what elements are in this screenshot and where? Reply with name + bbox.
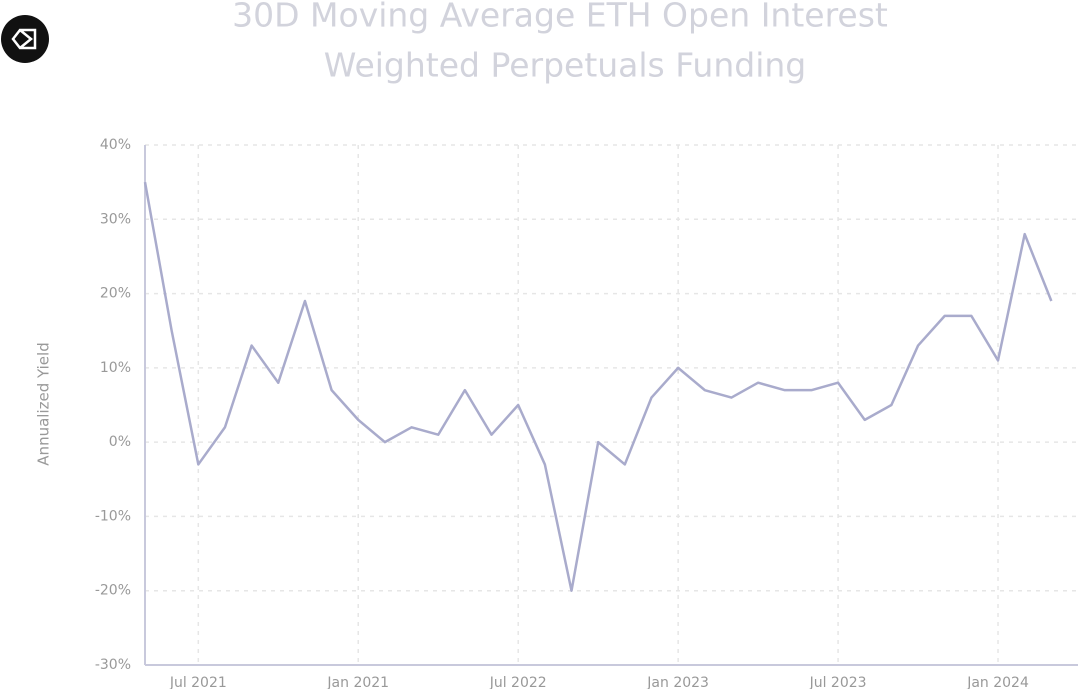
y-tick-label: 30% — [100, 211, 131, 227]
y-axis-label: Annualized Yield — [35, 342, 53, 465]
x-tick-label: Jul 2022 — [489, 675, 547, 689]
y-tick-label: -10% — [95, 508, 131, 524]
x-tick-label: Jul 2021 — [169, 675, 227, 689]
y-tick-label: -20% — [95, 583, 131, 599]
y-tick-label: 0% — [109, 434, 131, 450]
y-tick-label: -30% — [95, 657, 131, 673]
x-tick-label: Jan 2021 — [326, 675, 389, 689]
y-tick-label: 20% — [100, 286, 131, 302]
x-tick-label: Jan 2024 — [966, 675, 1029, 689]
y-tick-label: 10% — [100, 360, 131, 376]
line — [143, 181, 1053, 592]
x-tick-label: Jan 2023 — [646, 675, 709, 689]
logo — [1, 15, 49, 63]
y-tick-label: 40% — [100, 137, 131, 153]
logo-icon — [11, 28, 37, 50]
chart-title: Weighted Perpetuals Funding — [324, 46, 806, 85]
x-tick-label: Jul 2023 — [809, 675, 867, 689]
chart-title: 30D Moving Average ETH Open Interest — [232, 0, 888, 35]
